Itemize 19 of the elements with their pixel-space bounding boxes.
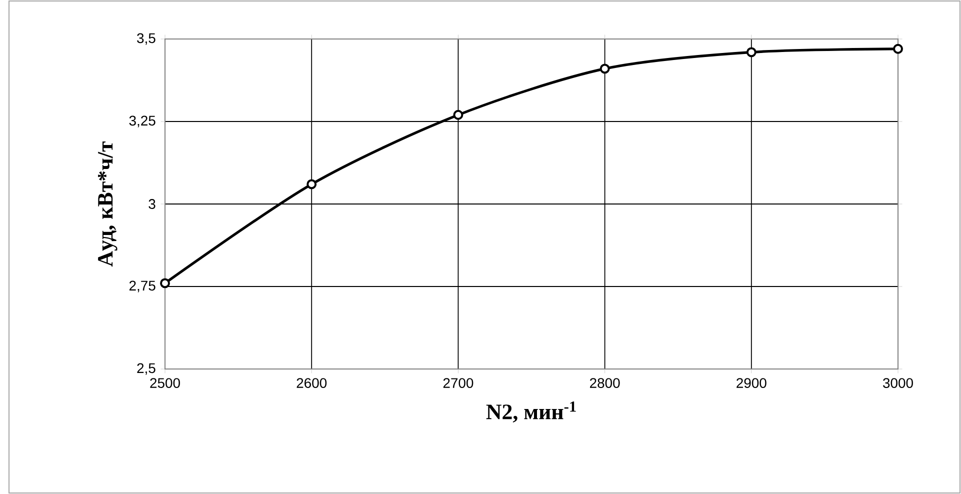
y-tick-label: 2,5 [137, 363, 156, 375]
point [306, 179, 317, 190]
y-tick-label: 3,25 [129, 116, 156, 128]
x-axis-title: N2, мин$^{-1}$ [486, 401, 576, 422]
y-tick-label: 3,5 [137, 33, 156, 45]
x-tick-label: 2600 [296, 378, 327, 388]
y-tick-label: 2,75 [129, 280, 156, 292]
x-tick-label: 3000 [883, 378, 913, 388]
x-tick-label: 2500 [150, 378, 180, 388]
x-tick-label: 2800 [590, 378, 620, 388]
y-tick-label: 3 [148, 199, 156, 209]
point [453, 110, 464, 120]
y-axis-title: Aуд, кВт*ч/т [98, 141, 118, 267]
point [746, 47, 756, 58]
point [600, 64, 610, 74]
x-tick-label: 2700 [443, 378, 474, 388]
point [893, 44, 903, 54]
point [160, 278, 170, 288]
x-tick-label: 2900 [736, 378, 766, 388]
